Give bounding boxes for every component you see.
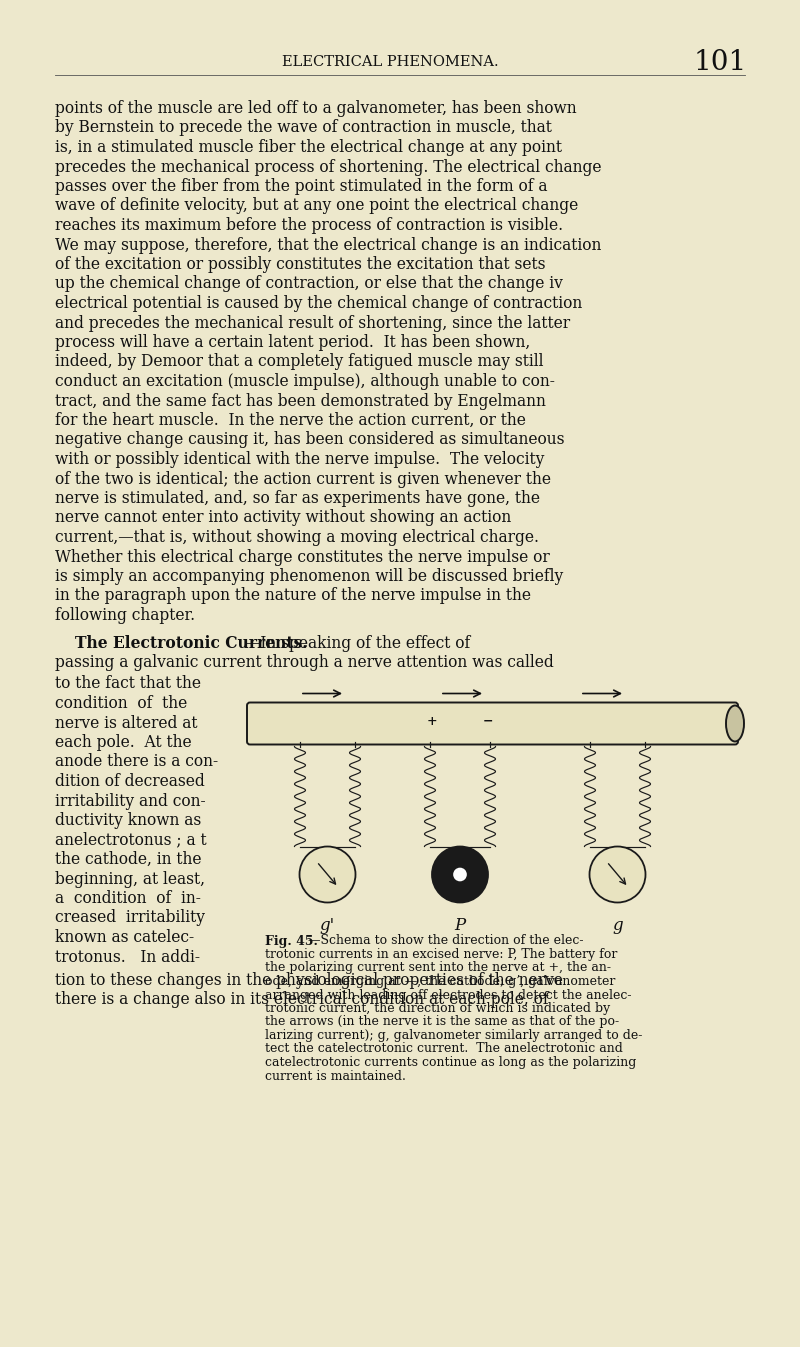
Text: and precedes the mechanical result of shortening, since the latter: and precedes the mechanical result of sh… — [55, 314, 570, 331]
Text: passing a galvanic current through a nerve attention was called: passing a galvanic current through a ner… — [55, 655, 554, 671]
Circle shape — [299, 846, 355, 902]
Circle shape — [432, 846, 488, 902]
Text: in the paragraph upon the nature of the nerve impulse in the: in the paragraph upon the nature of the … — [55, 587, 531, 605]
Text: P: P — [454, 916, 466, 933]
Text: negative change causing it, has been considered as simultaneous: negative change causing it, has been con… — [55, 431, 565, 449]
Text: tect the catelectrotonic current.  The anelectrotonic and: tect the catelectrotonic current. The an… — [265, 1043, 623, 1056]
Text: tion to these changes in the physiological properties of the nerve: tion to these changes in the physiologic… — [55, 973, 563, 989]
Text: arranged with leading off electrodes to detect the anelec-: arranged with leading off electrodes to … — [265, 989, 631, 1002]
Text: process will have a certain latent period.  It has been shown,: process will have a certain latent perio… — [55, 334, 530, 352]
Text: current,—that is, without showing a moving electrical charge.: current,—that is, without showing a movi… — [55, 529, 539, 546]
Text: —In speaking of the effect of: —In speaking of the effect of — [246, 634, 470, 652]
Text: to the fact that the: to the fact that the — [55, 675, 201, 692]
Text: wave of definite velocity, but at any one point the electrical change: wave of definite velocity, but at any on… — [55, 198, 578, 214]
Text: nerve is stimulated, and, so far as experiments have gone, the: nerve is stimulated, and, so far as expe… — [55, 490, 540, 506]
Text: indeed, by Demoor that a completely fatigued muscle may still: indeed, by Demoor that a completely fati… — [55, 353, 543, 370]
Text: irritability and con-: irritability and con- — [55, 792, 206, 810]
Text: ductivity known as: ductivity known as — [55, 812, 202, 828]
Circle shape — [590, 846, 646, 902]
Text: of the two is identical; the action current is given whenever the: of the two is identical; the action curr… — [55, 470, 551, 488]
Text: anode there is a con-: anode there is a con- — [55, 753, 218, 770]
Text: passes over the fiber from the point stimulated in the form of a: passes over the fiber from the point sti… — [55, 178, 547, 195]
Text: −: − — [482, 715, 494, 727]
Text: the polarizing current sent into the nerve at +, the an-: the polarizing current sent into the ner… — [265, 962, 611, 974]
Text: dition of decreased: dition of decreased — [55, 773, 205, 789]
Text: points of the muscle are led off to a galvanometer, has been shown: points of the muscle are led off to a ga… — [55, 100, 577, 117]
Text: with or possibly identical with the nerve impulse.  The velocity: with or possibly identical with the nerv… — [55, 451, 544, 467]
Text: g: g — [612, 916, 623, 933]
Text: ode, and emerging at —, the cathode; g’, galvanometer: ode, and emerging at —, the cathode; g’,… — [265, 975, 615, 987]
Text: reaches its maximum before the process of contraction is visible.: reaches its maximum before the process o… — [55, 217, 563, 234]
Text: creased  irritability: creased irritability — [55, 909, 205, 927]
Text: is simply an accompanying phenomenon will be discussed briefly: is simply an accompanying phenomenon wil… — [55, 568, 563, 585]
Text: conduct an excitation (muscle impulse), although unable to con-: conduct an excitation (muscle impulse), … — [55, 373, 555, 391]
Text: the arrows (in the nerve it is the same as that of the po-: the arrows (in the nerve it is the same … — [265, 1016, 619, 1029]
Text: tract, and the same fact has been demonstrated by Engelmann: tract, and the same fact has been demons… — [55, 392, 546, 409]
Text: for the heart muscle.  In the nerve the action current, or the: for the heart muscle. In the nerve the a… — [55, 412, 526, 428]
Text: is, in a stimulated muscle fiber the electrical change at any point: is, in a stimulated muscle fiber the ele… — [55, 139, 562, 156]
Text: condition  of  the: condition of the — [55, 695, 187, 713]
Text: precedes the mechanical process of shortening. The electrical change: precedes the mechanical process of short… — [55, 159, 602, 175]
Text: up the chemical change of contraction, or else that the change iv: up the chemical change of contraction, o… — [55, 276, 563, 292]
Text: We may suppose, therefore, that the electrical change is an indication: We may suppose, therefore, that the elec… — [55, 237, 602, 253]
Text: beginning, at least,: beginning, at least, — [55, 870, 205, 888]
Text: 101: 101 — [694, 48, 746, 75]
Circle shape — [454, 869, 466, 881]
Text: nerve cannot enter into activity without showing an action: nerve cannot enter into activity without… — [55, 509, 511, 527]
Text: trotonus.   In addi-: trotonus. In addi- — [55, 948, 200, 966]
Text: nerve is altered at: nerve is altered at — [55, 714, 198, 731]
Text: —Schema to show the direction of the elec-: —Schema to show the direction of the ele… — [308, 935, 584, 947]
Text: current is maintained.: current is maintained. — [265, 1070, 406, 1083]
Text: a  condition  of  in-: a condition of in- — [55, 890, 201, 907]
Text: Whether this electrical charge constitutes the nerve impulse or: Whether this electrical charge constitut… — [55, 548, 550, 566]
Text: larizing current); g, galvanometer similarly arranged to de-: larizing current); g, galvanometer simil… — [265, 1029, 642, 1043]
Text: trotonic currents in an excised nerve: P, The battery for: trotonic currents in an excised nerve: P… — [265, 948, 618, 960]
Text: Fig. 45.: Fig. 45. — [265, 935, 318, 947]
Text: following chapter.: following chapter. — [55, 607, 195, 624]
Text: The Electrotonic Currents.: The Electrotonic Currents. — [75, 634, 308, 652]
Text: +: + — [426, 715, 438, 727]
Text: by Bernstein to precede the wave of contraction in muscle, that: by Bernstein to precede the wave of cont… — [55, 120, 552, 136]
Text: trotonic current, the direction of which is indicated by: trotonic current, the direction of which… — [265, 1002, 610, 1016]
Text: there is a change also in its electrical condition at each pole, of: there is a change also in its electrical… — [55, 991, 549, 1009]
Ellipse shape — [726, 706, 744, 741]
Text: g': g' — [320, 916, 335, 933]
Text: ELECTRICAL PHENOMENA.: ELECTRICAL PHENOMENA. — [282, 55, 498, 69]
Text: known as catelec-: known as catelec- — [55, 929, 194, 946]
Text: of the excitation or possibly constitutes the excitation that sets: of the excitation or possibly constitute… — [55, 256, 546, 273]
Text: catelectrotonic currents continue as long as the polarizing: catelectrotonic currents continue as lon… — [265, 1056, 636, 1070]
Text: electrical potential is caused by the chemical change of contraction: electrical potential is caused by the ch… — [55, 295, 582, 313]
Text: anelectrotonus ; a t: anelectrotonus ; a t — [55, 831, 206, 849]
Text: each pole.  At the: each pole. At the — [55, 734, 192, 752]
Text: the cathode, in the: the cathode, in the — [55, 851, 202, 867]
FancyBboxPatch shape — [247, 703, 738, 745]
